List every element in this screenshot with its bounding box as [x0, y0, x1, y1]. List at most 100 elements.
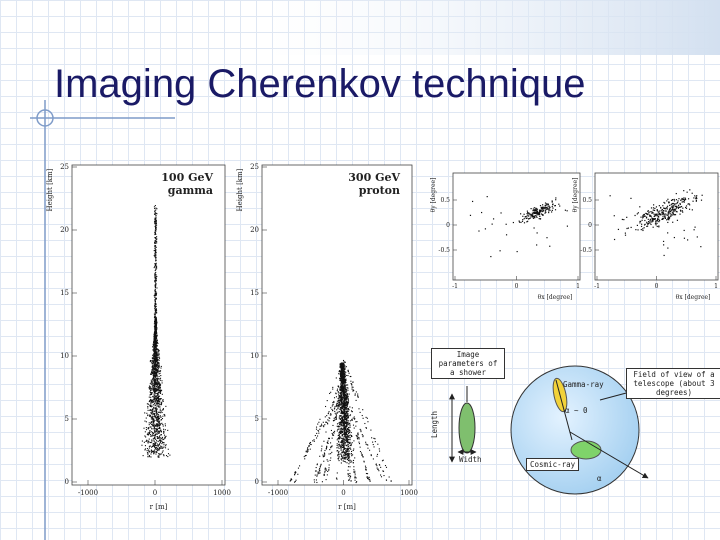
track-dot: [162, 425, 164, 427]
track-dot: [145, 429, 147, 431]
track-dot: [148, 431, 150, 434]
track-dot: [357, 433, 359, 435]
track-dot: [340, 376, 342, 378]
track-dot: [372, 458, 374, 460]
track-dot: [342, 450, 344, 452]
track-dot: [341, 439, 343, 441]
track-dot: [156, 328, 158, 331]
track-dot: [156, 433, 159, 435]
track-dot: [158, 387, 160, 389]
track-dot: [346, 449, 348, 451]
photon-dot: [646, 221, 648, 223]
photon-dot: [518, 220, 520, 222]
photon-dot: [532, 216, 534, 218]
track-dot: [154, 355, 157, 358]
track-dot: [352, 424, 355, 426]
track-dot: [154, 255, 156, 257]
track-dot: [159, 441, 161, 444]
track-dot: [344, 380, 347, 382]
track-dot: [343, 390, 345, 392]
track-dot: [161, 393, 163, 395]
photon-dot: [673, 198, 675, 201]
track-dot: [341, 362, 343, 364]
track-dot: [338, 453, 340, 455]
y-tick-label: 0: [65, 478, 69, 486]
track-dot: [160, 367, 162, 369]
photon-dot: [527, 212, 529, 214]
photon-dot: [689, 189, 691, 191]
track-dot: [156, 437, 159, 439]
track-dot: [328, 464, 330, 466]
track-dot: [162, 409, 164, 411]
photon-dot: [674, 214, 676, 216]
track-dot: [153, 363, 156, 365]
photon-dot: [693, 197, 695, 199]
track-dot: [157, 387, 159, 389]
track-dot: [147, 441, 149, 443]
track-dot: [154, 230, 156, 232]
track-dot: [155, 399, 157, 402]
track-dot: [376, 467, 378, 469]
track-dot: [159, 377, 162, 379]
track-dot: [154, 350, 156, 352]
track-dot: [347, 420, 349, 422]
track-dot: [159, 445, 162, 447]
track-dot: [147, 455, 149, 457]
track-dot: [347, 416, 349, 418]
track-dot: [328, 469, 330, 471]
track-dot: [347, 449, 349, 451]
track-dot: [159, 447, 161, 449]
track-dot: [340, 375, 342, 377]
track-dot: [154, 401, 156, 403]
photon-dot: [548, 210, 550, 212]
track-dot: [340, 382, 342, 384]
y-axis-label: Height [km]: [46, 168, 54, 211]
track-dot: [345, 390, 347, 392]
track-dot: [153, 399, 155, 401]
track-dot: [332, 434, 335, 436]
track-dot: [154, 449, 156, 451]
track-dot: [352, 449, 354, 452]
track-dot: [154, 390, 156, 392]
track-dot: [165, 445, 167, 447]
photon-dot: [546, 237, 548, 239]
track-dot: [350, 434, 353, 437]
track-dot: [162, 423, 164, 426]
track-dot: [366, 417, 368, 419]
track-dot: [154, 415, 156, 417]
track-dot: [156, 443, 158, 445]
track-dot: [164, 423, 166, 425]
track-dot: [154, 339, 156, 341]
track-dot: [332, 419, 335, 422]
photon-dot: [667, 218, 669, 220]
track-dot: [155, 277, 157, 280]
track-dot: [157, 455, 159, 457]
track-dot: [153, 354, 155, 356]
photon-dot: [651, 219, 653, 222]
track-dot: [154, 431, 156, 434]
track-dot: [155, 228, 157, 230]
track-dot: [155, 354, 157, 356]
track-dot: [146, 448, 148, 450]
photon-dot: [669, 210, 671, 212]
track-dot: [343, 381, 345, 383]
track-dot: [144, 448, 147, 450]
track-dot: [149, 361, 151, 363]
track-dot: [338, 397, 340, 399]
track-dot: [156, 310, 158, 312]
track-dot: [156, 332, 158, 335]
track-dot: [156, 393, 158, 395]
track-dot: [344, 405, 346, 407]
track-dot: [163, 444, 165, 446]
track-dot: [318, 421, 320, 423]
track-dot: [328, 453, 330, 455]
track-dot: [350, 443, 352, 445]
track-dot: [341, 363, 343, 365]
photon-dot: [516, 250, 518, 253]
photon-dot: [643, 213, 645, 216]
photon-dot: [526, 217, 528, 219]
track-dot: [339, 415, 341, 417]
photon-dot: [547, 208, 549, 210]
track-dot: [158, 436, 160, 438]
